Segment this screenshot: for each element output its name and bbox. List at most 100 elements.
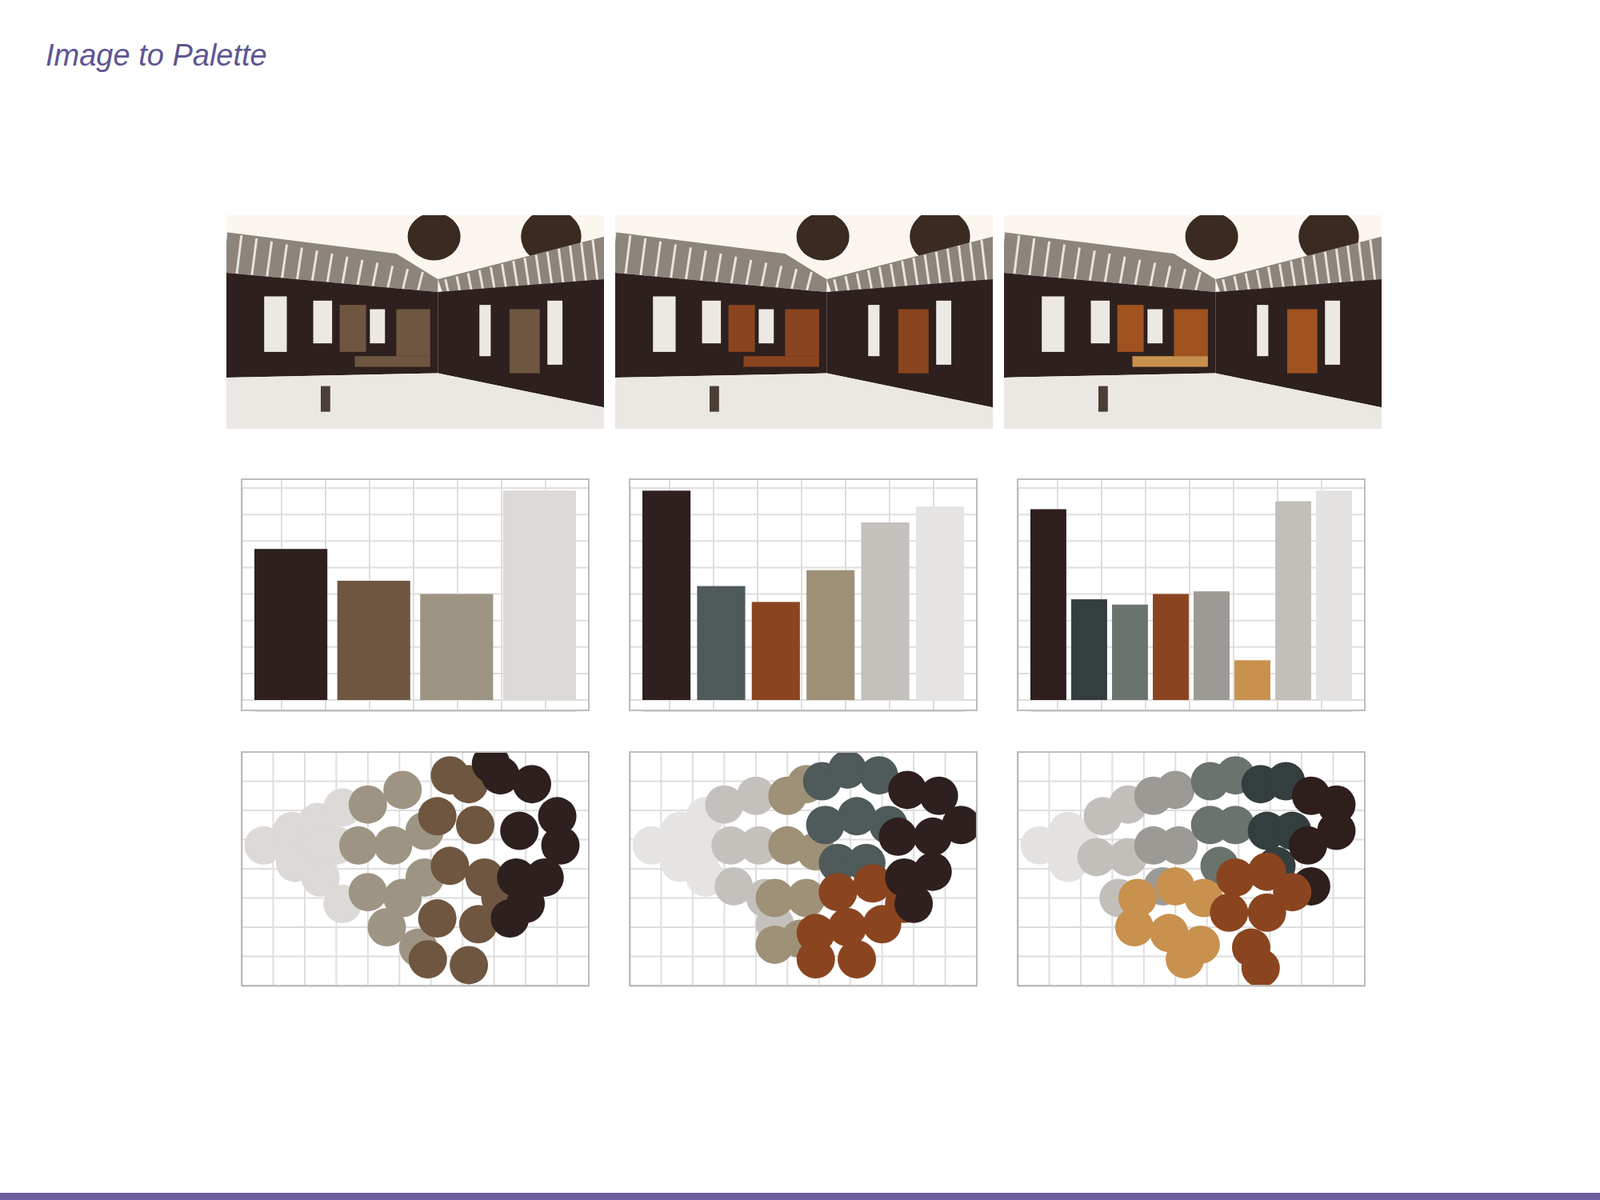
point (500, 812, 539, 851)
roof-stripe (959, 245, 964, 284)
grid-line (1017, 620, 1365, 622)
roof-stripe (1029, 238, 1035, 276)
scatter-chart (1017, 752, 1366, 988)
point (1159, 826, 1198, 865)
cluster (878, 770, 977, 923)
bar (642, 490, 691, 700)
bar (1152, 594, 1189, 701)
roof-stripe (570, 245, 576, 284)
window (936, 300, 952, 365)
bar-chart (1017, 479, 1365, 712)
cluster (1115, 867, 1224, 979)
point (348, 785, 388, 824)
point (512, 764, 552, 804)
bar (1316, 490, 1352, 700)
roof-stripe (761, 263, 767, 288)
point (878, 817, 917, 856)
plot-frame (1017, 752, 1365, 986)
window (264, 296, 287, 352)
grid-line (1017, 593, 1365, 596)
bar (1030, 509, 1067, 701)
point (456, 805, 495, 844)
footer-bar (0, 1192, 1600, 1200)
bar (1071, 599, 1108, 700)
roof-stripe (282, 244, 288, 279)
point (1156, 770, 1195, 809)
quantized-image (1004, 215, 1382, 429)
quantized-image (615, 215, 993, 429)
bar (696, 586, 745, 700)
plot-frame (1017, 479, 1365, 711)
roof-stripe (252, 238, 257, 276)
roof-stripe (716, 253, 721, 283)
wood-panel (1173, 308, 1208, 356)
roof-stripe (640, 238, 646, 276)
window (1324, 300, 1340, 365)
roof-stripe (1120, 256, 1125, 284)
point (1272, 872, 1312, 912)
stone-post (709, 386, 720, 412)
roof-stripe (1370, 240, 1376, 281)
point (1209, 893, 1248, 932)
grid (629, 752, 977, 986)
bar (1275, 501, 1312, 700)
point (1165, 940, 1204, 979)
roof-stripe (1044, 241, 1050, 277)
roof-stripe (1074, 247, 1080, 280)
plot-frame (629, 479, 977, 711)
points (244, 752, 580, 984)
grid-line (1017, 540, 1365, 542)
point (863, 904, 902, 944)
point (301, 826, 340, 865)
point (472, 752, 511, 784)
ground (1004, 373, 1382, 429)
point (894, 884, 933, 924)
roof-stripe (236, 235, 242, 275)
bar (503, 490, 576, 700)
slide-title: Image to Palette (45, 38, 268, 72)
bar (806, 570, 855, 700)
grid-line (629, 809, 977, 812)
roof-stripe (776, 265, 782, 288)
tree (1185, 215, 1239, 260)
slide: Image to Palette (0, 0, 1600, 1200)
cluster (472, 752, 580, 938)
point (506, 884, 545, 924)
roof-stripe (970, 242, 976, 283)
bar (337, 580, 411, 700)
roof-stripe (1324, 252, 1330, 288)
roof-stripe (1150, 263, 1156, 288)
point (449, 945, 488, 984)
grid-line (1017, 926, 1365, 928)
grid-line (1017, 672, 1365, 675)
window (702, 300, 722, 344)
scatter-chart (629, 750, 980, 987)
roof-stripe (924, 255, 930, 289)
point (818, 872, 857, 912)
point (418, 899, 457, 938)
roof-stripe (327, 253, 332, 283)
roof-stripe (806, 272, 812, 291)
window (1147, 308, 1163, 344)
quantized-image (226, 215, 604, 429)
bar (1112, 604, 1148, 700)
wood-panel (509, 308, 540, 373)
bar (752, 601, 800, 700)
grid-line (1017, 646, 1365, 648)
grid (1017, 752, 1365, 986)
grid (241, 752, 589, 986)
roof-stripe (372, 263, 378, 288)
roof-stripe (1014, 235, 1020, 275)
roof-stripe (792, 268, 797, 290)
grid-line (241, 809, 589, 812)
roof-stripe (656, 241, 661, 277)
point (837, 940, 876, 979)
wood-panel (728, 304, 756, 352)
bars (254, 490, 576, 700)
roof-stripe (685, 247, 691, 280)
grid-line (241, 926, 589, 928)
plot-frame (241, 752, 589, 986)
roof-stripe (547, 252, 552, 288)
wall (226, 272, 438, 378)
window (547, 300, 563, 365)
